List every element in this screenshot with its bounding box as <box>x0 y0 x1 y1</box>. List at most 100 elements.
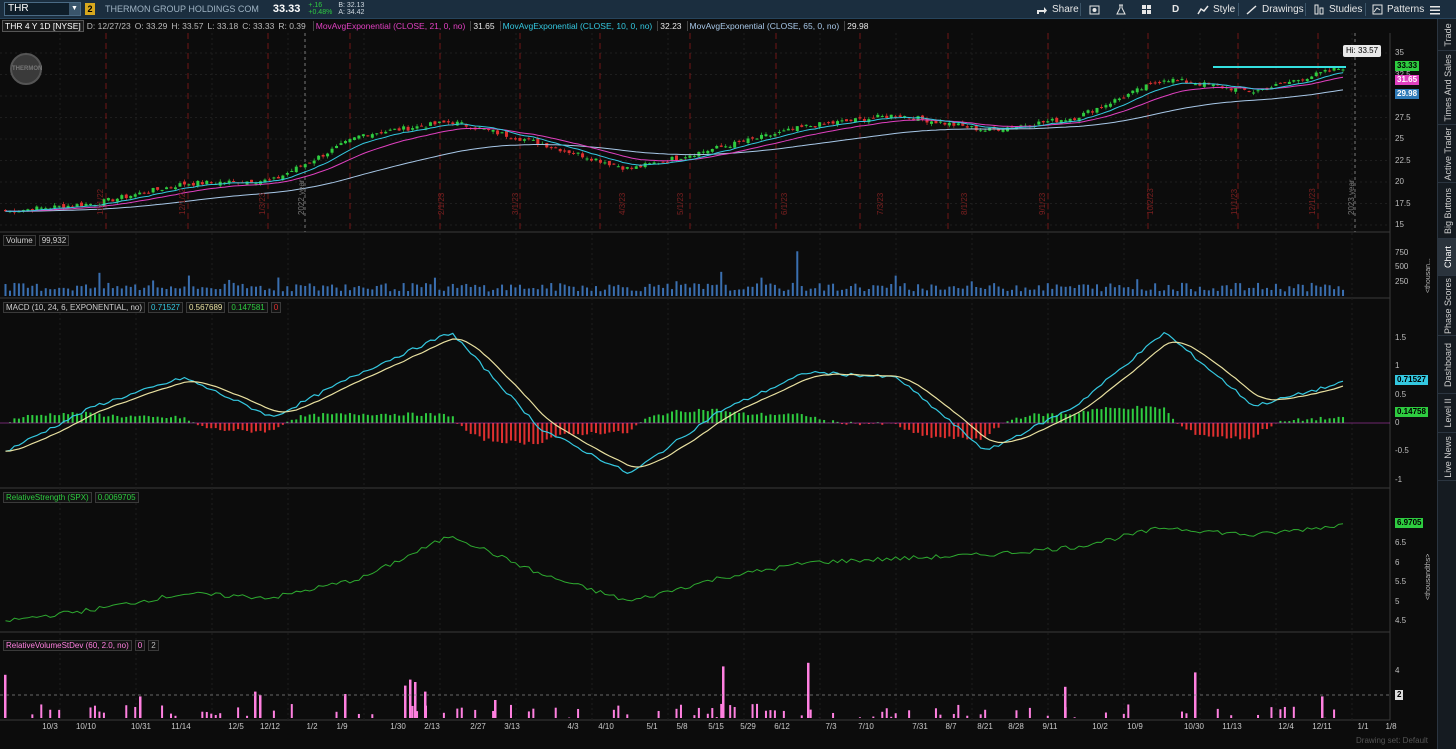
sidebar-tab-active-trader[interactable]: Active Trader <box>1438 125 1456 183</box>
vertical-date-label: 11/1/22 <box>96 188 105 215</box>
sidebar-tab-phase-scores[interactable]: Phase Scores <box>1438 276 1456 336</box>
drawing-set-label[interactable]: Drawing set: Default <box>1356 736 1429 745</box>
sidebar-tab-times-and-sales[interactable]: Times And Sales <box>1438 51 1456 125</box>
sidebar-tab-chart[interactable]: Chart <box>1438 239 1456 276</box>
chart-title[interactable]: THR 4 Y 1D [NYSE] <box>2 20 84 32</box>
volume-bar <box>926 290 929 296</box>
sidebar-tab-trade[interactable]: Trade <box>1438 19 1456 51</box>
candle-body <box>1162 80 1166 82</box>
rvsd-bar <box>612 709 615 718</box>
macd-hist-bar <box>259 423 262 431</box>
macd-hist-bar <box>1180 423 1183 427</box>
volume-bar <box>223 283 226 296</box>
sidebar-tab-big-buttons[interactable]: Big Buttons <box>1438 183 1456 239</box>
ema10-label[interactable]: MovAvgExponential (CLOSE, 10, 0, no) <box>499 21 655 31</box>
symbol-input[interactable]: THR ▼ <box>4 2 81 16</box>
rs-tick: 4.5 <box>1395 616 1407 625</box>
macd-hist-bar <box>545 423 548 440</box>
patterns-button[interactable]: Patterns <box>1372 0 1424 19</box>
sidebar-tab-live-news[interactable]: Live News <box>1438 433 1456 481</box>
rvsd-bar <box>957 704 960 718</box>
drawings-button[interactable]: Drawings <box>1246 0 1304 19</box>
macd-hist-bar <box>814 416 817 423</box>
sidebar-tab-dashboard[interactable]: Dashboard <box>1438 336 1456 394</box>
macd-hist-bar <box>187 420 190 423</box>
macd-hist-bar <box>331 414 334 423</box>
volume-bar <box>841 289 844 296</box>
link-group-badge[interactable]: 2 <box>85 3 95 15</box>
macd-label[interactable]: MACD (10, 24, 6, EXPONENTIAL, no) <box>3 302 146 313</box>
macd-hist-bar <box>143 415 146 423</box>
volume-bar <box>326 286 329 296</box>
volume-bar <box>322 285 325 296</box>
grid-icon <box>1142 5 1151 14</box>
volume-bar <box>259 285 262 296</box>
volume-bar <box>1064 286 1067 296</box>
candle-body <box>1064 120 1068 122</box>
volume-bar <box>420 287 423 296</box>
macd-hist-bar <box>1337 416 1340 423</box>
candle-body <box>634 166 638 169</box>
volume-label[interactable]: Volume <box>3 235 36 246</box>
volume-bar <box>764 284 767 296</box>
share-button[interactable]: Share <box>1036 0 1079 19</box>
candle-body <box>737 140 741 142</box>
volume-bar <box>161 287 164 296</box>
macd-hist-bar <box>205 423 208 429</box>
snapshot-button[interactable] <box>1089 0 1100 19</box>
rvsd-label[interactable]: RelativeVolumeStDev (60, 2.0, no) <box>3 640 132 651</box>
volume-bar <box>550 283 553 296</box>
macd-hist-bar <box>908 423 911 430</box>
style-button[interactable]: Style <box>1197 0 1235 19</box>
volume-bar <box>679 284 682 296</box>
macd-hist-bar <box>416 415 419 423</box>
rvsd-bar <box>881 711 884 718</box>
lab-button[interactable] <box>1116 0 1126 19</box>
volume-bar <box>747 286 750 296</box>
candle-body <box>706 150 710 154</box>
volume-bar <box>1095 284 1098 296</box>
candle-body <box>961 122 965 126</box>
rvsd-bar <box>715 717 718 718</box>
grid-button[interactable] <box>1141 0 1152 19</box>
volume-bar <box>138 290 141 296</box>
candle-body <box>437 121 441 123</box>
rvsd-spike <box>807 662 810 718</box>
macd-hist-bar <box>1082 410 1085 423</box>
ema21-label[interactable]: MovAvgExponential (CLOSE, 21, 0, no) <box>312 21 468 31</box>
candle-body <box>822 123 826 125</box>
sidebar-tab-level-ii[interactable]: Level II <box>1438 394 1456 433</box>
macd-hist-bar <box>76 413 79 423</box>
menu-button[interactable] <box>1430 0 1440 19</box>
volume-bar <box>603 289 606 296</box>
volume-bar <box>134 284 137 296</box>
candle-body <box>1328 70 1332 72</box>
sidebar-tab-label: Trade <box>1442 22 1453 47</box>
macd-hist-bar <box>1087 411 1090 423</box>
candle-body <box>1108 103 1112 107</box>
candle-body <box>35 206 39 211</box>
volume-bar <box>111 288 114 296</box>
period-button[interactable]: D <box>1172 0 1179 19</box>
macd-hist-bar <box>35 415 38 423</box>
macd-hist-bar <box>380 413 383 423</box>
macd-hist-bar <box>1185 423 1188 430</box>
volume-bar <box>858 287 861 296</box>
candle-body <box>885 115 889 119</box>
candle-body <box>366 135 370 137</box>
volume-bar <box>1279 288 1282 296</box>
volume-bar <box>85 284 88 296</box>
period-label: D <box>1172 4 1180 15</box>
studies-button[interactable]: Studies <box>1313 0 1362 19</box>
price-candles <box>4 66 1345 215</box>
volume-bar <box>67 288 70 296</box>
macd-hist-bar <box>577 423 580 435</box>
chevron-down-icon[interactable]: ▼ <box>69 3 80 15</box>
candle-body <box>603 162 607 164</box>
candle-body <box>39 207 43 209</box>
ema65-label[interactable]: MovAvgExponential (CLOSE, 65, 0, no) <box>686 21 842 31</box>
candle-body <box>598 159 602 163</box>
rs-label[interactable]: RelativeStrength (SPX) <box>3 492 92 503</box>
macd-hist-bar <box>590 423 593 432</box>
